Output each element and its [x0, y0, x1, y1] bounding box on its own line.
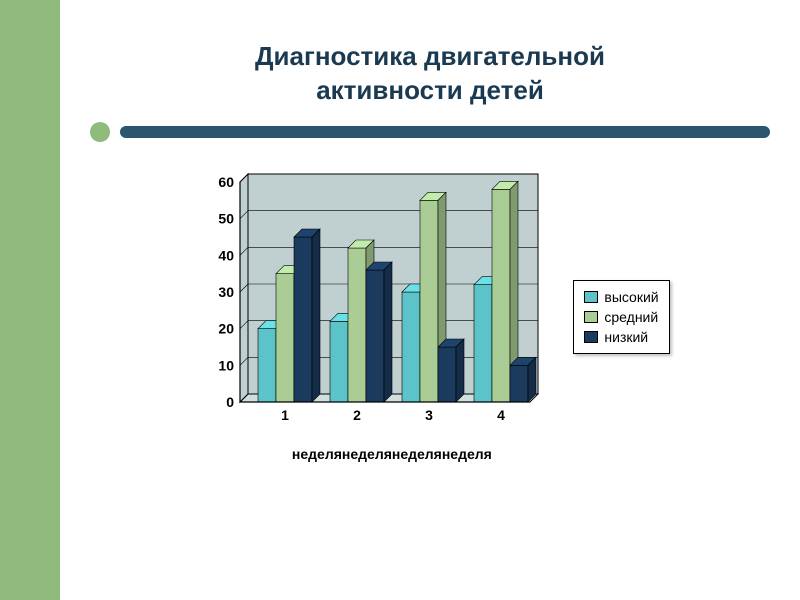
svg-text:40: 40	[219, 247, 235, 263]
svg-text:4: 4	[497, 407, 505, 423]
svg-text:3: 3	[425, 407, 433, 423]
svg-text:2: 2	[353, 407, 361, 423]
chart-legend: высокий средний низкий	[573, 280, 669, 354]
title-rule-dot	[90, 122, 110, 142]
chart-and-legend: 0 10 20 30 40 50 60 1 2 3 4 неделянеделянеделянеде…	[90, 172, 770, 462]
svg-text:20: 20	[219, 320, 235, 336]
svg-text:60: 60	[219, 174, 235, 190]
title-rule	[90, 122, 770, 142]
legend-swatch	[584, 331, 598, 343]
svg-text:30: 30	[219, 284, 235, 300]
legend-label: низкий	[604, 329, 648, 345]
svg-text:50: 50	[219, 210, 235, 226]
slide-main: Диагностика двигательной активности дете…	[60, 0, 800, 600]
legend-swatch	[584, 311, 598, 323]
bar-chart: 0 10 20 30 40 50 60 1 2 3 4 неделянеделянеделянеде…	[190, 172, 543, 462]
legend-item: низкий	[584, 327, 658, 347]
legend-item: средний	[584, 307, 658, 327]
title-line-2: активности детей	[90, 74, 770, 108]
chart-svg: 0 10 20 30 40 50 60 1 2 3 4	[190, 172, 543, 442]
legend-item: высокий	[584, 287, 658, 307]
svg-text:1: 1	[281, 407, 289, 423]
legend-label: высокий	[604, 289, 658, 305]
title-line-1: Диагностика двигательной	[90, 40, 770, 74]
slide-left-strip	[0, 0, 60, 600]
x-axis-label-row: неделянеделянеделянеделя	[190, 446, 543, 462]
title-rule-bar	[120, 126, 770, 138]
legend-label: средний	[604, 309, 658, 325]
svg-text:0: 0	[227, 394, 235, 410]
slide-title: Диагностика двигательной активности дете…	[90, 40, 770, 108]
svg-text:10: 10	[219, 357, 235, 373]
legend-swatch	[584, 291, 598, 303]
